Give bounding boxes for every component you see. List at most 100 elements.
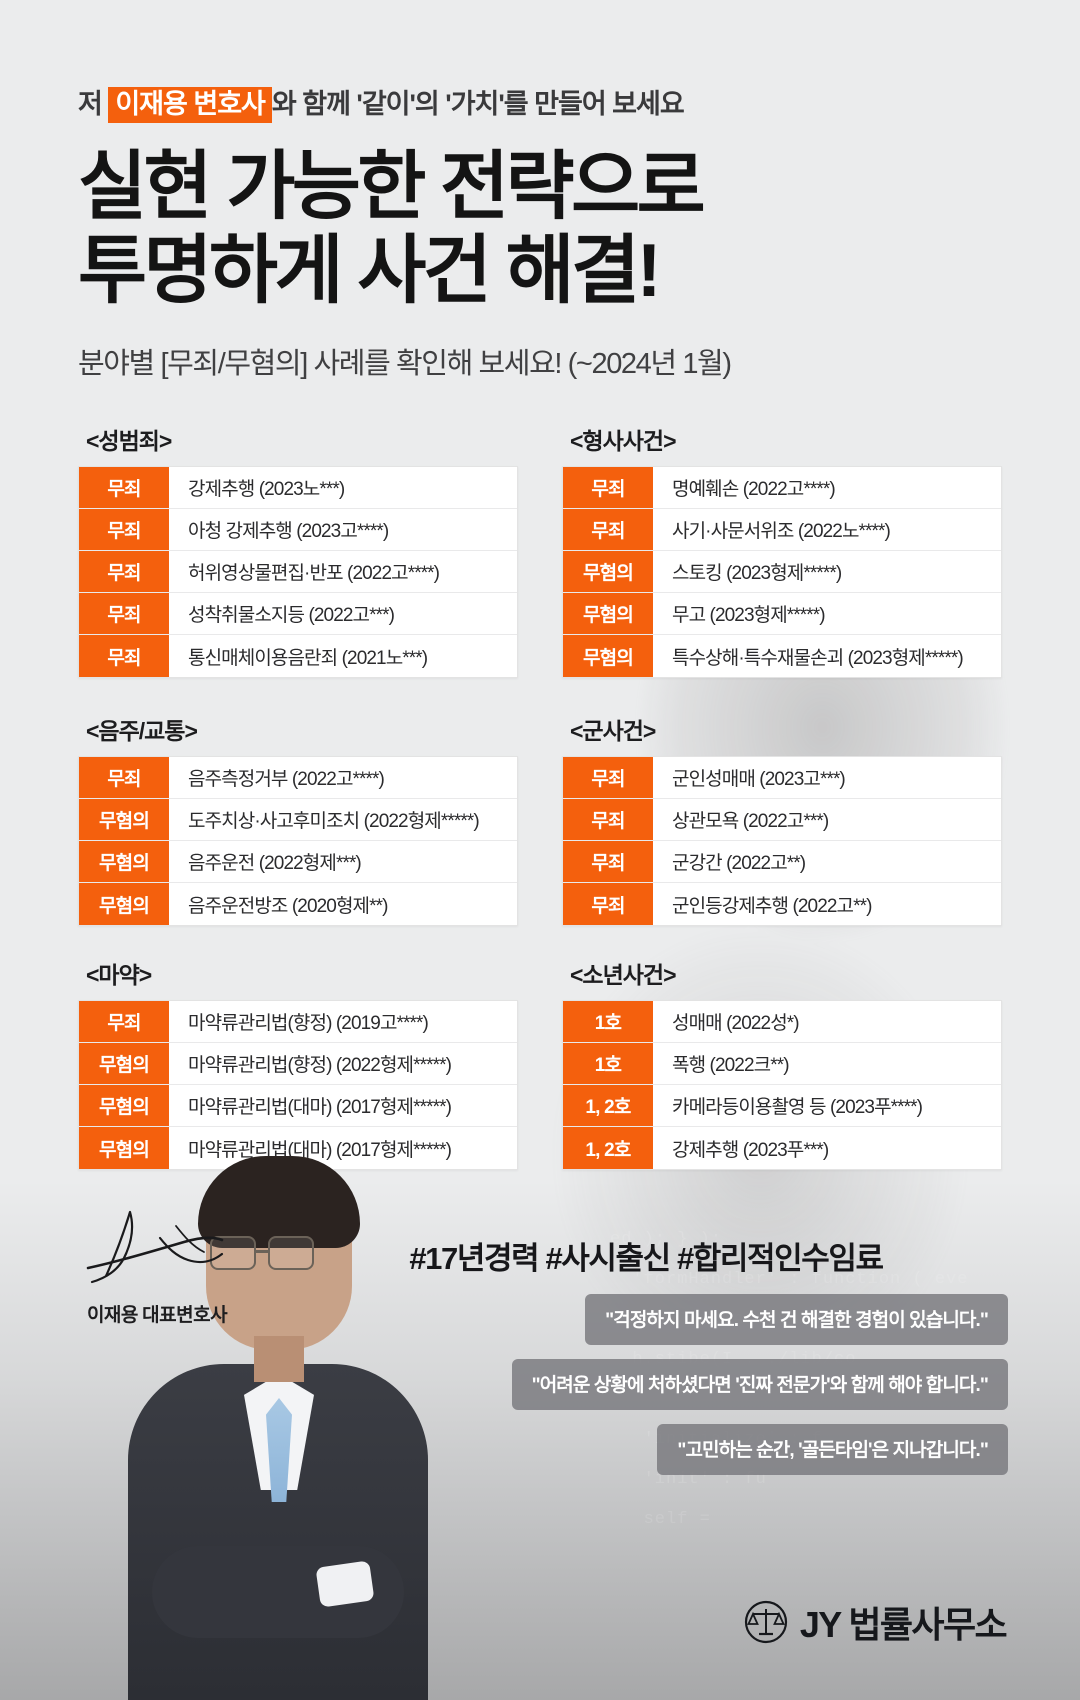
case-description: 성매매 (2022성*) <box>672 1013 800 1034</box>
table-row: 무죄 아청 강제추행 (2023고****) <box>79 509 517 551</box>
verdict-badge: 무혐의 <box>563 593 655 634</box>
case-section: <소년사건> 1호 성매매 (2022성*) 1호 폭행 (2022크**) 1, 2호 카… <box>562 956 1002 1178</box>
verdict-badge: 1호 <box>563 1001 655 1042</box>
verdict-badge: 1, 2호 <box>563 1085 655 1126</box>
case-description: 스토킹 (2023형제*****) <box>672 563 842 584</box>
table-row: 무죄 명예훼손 (2022고****) <box>563 467 1001 509</box>
case-description: 군인등강제추행 (2022고**) <box>672 895 872 917</box>
case-description: 강제추행 (2023푸***) <box>672 1139 829 1161</box>
case-description: 폭행 (2022크**) <box>672 1055 790 1076</box>
verdict-badge: 무죄 <box>79 467 171 508</box>
kicker-highlight: 이재용 변호사 <box>108 87 272 123</box>
signature-mark-icon <box>72 1202 242 1294</box>
table-row: 무혐의 마약류관리법(향정) (2022형제*****) <box>79 1043 517 1085</box>
verdict-badge: 무죄 <box>79 509 171 550</box>
headline-line-1: 실현 가능한 전략으로 <box>78 144 706 229</box>
verdict-badge: 무혐의 <box>563 551 655 592</box>
table-row: 무죄 허위영상물편집·반포 (2022고****) <box>79 551 517 593</box>
verdict-badge: 무혐의 <box>79 1043 171 1084</box>
case-description: 통신매체이용음란죄 (2021노***) <box>188 647 428 669</box>
case-table: 무죄 음주측정거부 (2022고****) 무혐의 도주치상·사고후미조치 (2022… <box>78 756 518 926</box>
case-section: <마약> 무죄 마약류관리법(향정) (2019고****) 무혐의 마약류관리법(향정… <box>78 956 518 1178</box>
table-row: 1호 성매매 (2022성*) <box>563 1001 1001 1043</box>
case-description: 명예훼손 (2022고****) <box>672 479 836 500</box>
case-description: 성착취물소지등 (2022고***) <box>188 605 395 626</box>
table-row: 무죄 강제추행 (2023노***) <box>79 467 517 509</box>
case-description: 마약류관리법(대마) (2017형제*****) <box>188 1097 452 1118</box>
kicker-before: 저 <box>78 89 109 119</box>
verdict-badge: 무죄 <box>79 551 171 592</box>
testimonial-quote: "걱정하지 마세요. 수천 건 해결한 경험이 있습니다." <box>585 1294 1008 1345</box>
case-table: 무죄 명예훼손 (2022고****) 무죄 사기·사문서위조 (2022노****)… <box>562 466 1002 678</box>
testimonial-quote: "어려운 상황에 처하셨다면 '진짜 전문가'와 함께 해야 합니다." <box>511 1359 1008 1410</box>
verdict-badge: 1, 2호 <box>563 1127 655 1169</box>
verdict-badge: 무혐의 <box>79 883 171 925</box>
brand-logo-text: JY 법률사무소 <box>799 1604 1008 1645</box>
verdict-badge: 무죄 <box>79 593 171 634</box>
case-section: <형사사건> 무죄 명예훼손 (2022고****) 무죄 사기·사문서위조 (2022… <box>562 422 1002 690</box>
case-description: 마약류관리법(향정) (2019고****) <box>188 1013 429 1034</box>
table-row: 무혐의 음주운전방조 (2020형제**) <box>79 883 517 925</box>
table-row: 무죄 군인성매매 (2023고***) <box>563 757 1001 799</box>
case-description: 도주치상·사고후미조치 (2022형제*****) <box>188 811 480 832</box>
case-description: 무고 (2023형제*****) <box>672 605 826 626</box>
table-row: 무죄 군강간 (2022고**) <box>563 841 1001 883</box>
verdict-badge: 무혐의 <box>79 841 171 882</box>
verdict-badge: 무혐의 <box>563 635 655 677</box>
case-description: 아청 강제추행 (2023고****) <box>188 521 389 542</box>
table-row: 무죄 상관모욕 (2022고***) <box>563 799 1001 841</box>
page-title: 실현 가능한 전략으로 투명하게 사건 해결! <box>78 144 978 312</box>
quote-list: "걱정하지 마세요. 수천 건 해결한 경험이 있습니다." "어려운 상황에 처… <box>368 1294 1008 1475</box>
case-description: 특수상해·특수재물손괴 (2023형제*****) <box>672 647 964 669</box>
table-row: 무혐의 스토킹 (2023형제*****) <box>563 551 1001 593</box>
table-row: 무죄 마약류관리법(향정) (2019고****) <box>79 1001 517 1043</box>
verdict-badge: 무죄 <box>563 883 655 925</box>
table-row: 무혐의 마약류관리법(대마) (2017형제*****) <box>79 1127 517 1169</box>
poster-header: 저 이재용 변호사 와 함께 '같이'의 '가치'를 만들어 보세요 실현 가능한… <box>78 86 978 382</box>
case-table: 무죄 군인성매매 (2023고***) 무죄 상관모욕 (2022고***) 무죄 군강간… <box>562 756 1002 926</box>
case-description: 군강간 (2022고**) <box>672 853 806 874</box>
case-description: 사기·사문서위조 (2022노****) <box>672 521 891 542</box>
verdict-badge: 무죄 <box>563 841 655 882</box>
table-row: 무혐의 음주운전 (2022형제***) <box>79 841 517 883</box>
table-row: 무죄 음주측정거부 (2022고****) <box>79 757 517 799</box>
case-description: 음주운전방조 (2020형제**) <box>188 895 388 917</box>
verdict-badge: 무죄 <box>563 467 655 508</box>
verdict-badge: 무죄 <box>79 1001 171 1042</box>
scales-of-justice-icon <box>744 1600 788 1644</box>
table-row: 무죄 통신매체이용음란죄 (2021노***) <box>79 635 517 677</box>
table-row: 무혐의 도주치상·사고후미조치 (2022형제*****) <box>79 799 517 841</box>
verdict-badge: 무죄 <box>563 509 655 550</box>
table-row: 무죄 사기·사문서위조 (2022노****) <box>563 509 1001 551</box>
case-section-title: <음주/교통> <box>86 718 198 744</box>
case-result-grid: <성범죄> 무죄 강제추행 (2023노***) 무죄 아청 강제추행 (2023고**… <box>78 422 1002 1200</box>
case-section-title: <성범죄> <box>86 428 172 454</box>
table-row: 무혐의 특수상해·특수재물손괴 (2023형제*****) <box>563 635 1001 677</box>
signature-block: 이재용 대표변호사 <box>72 1202 242 1327</box>
kicker-after: 와 함께 '같이'의 '가치'를 만들어 보세요 <box>271 89 685 119</box>
verdict-badge: 1호 <box>563 1043 655 1084</box>
case-description: 허위영상물편집·반포 (2022고****) <box>188 563 440 584</box>
table-row: 무혐의 무고 (2023형제*****) <box>563 593 1001 635</box>
case-section-title: <형사사건> <box>570 428 677 454</box>
testimonial-quote: "고민하는 순간, '골든타임'은 지나갑니다." <box>657 1424 1008 1475</box>
verdict-badge: 무죄 <box>79 635 171 677</box>
case-description: 카메라등이용촬영 등 (2023푸****) <box>672 1097 923 1118</box>
case-section-title: <군사건> <box>570 718 656 744</box>
case-table: 무죄 강제추행 (2023노***) 무죄 아청 강제추행 (2023고****) 무죄… <box>78 466 518 678</box>
table-row: 1호 폭행 (2022크**) <box>563 1043 1001 1085</box>
case-section-title: <마약> <box>86 962 152 988</box>
kicker-line: 저 이재용 변호사 와 함께 '같이'의 '가치'를 만들어 보세요 <box>78 86 978 123</box>
case-description: 군인성매매 (2023고***) <box>672 769 846 790</box>
verdict-badge: 무혐의 <box>79 799 171 840</box>
headline-line-2: 투명하게 사건 해결! <box>78 228 662 313</box>
hashtag-line: #17년경력 #사시출신 #합리적인수임료 <box>409 1241 884 1276</box>
table-row: 1, 2호 강제추행 (2023푸***) <box>563 1127 1001 1169</box>
signature-name: 이재용 대표변호사 <box>86 1305 228 1326</box>
table-row: 무죄 군인등강제추행 (2022고**) <box>563 883 1001 925</box>
case-description: 강제추행 (2023노***) <box>188 479 345 500</box>
brand-logo: JY 법률사무소 <box>744 1596 1008 1648</box>
verdict-badge: 무혐의 <box>79 1127 171 1169</box>
case-description: 마약류관리법(향정) (2022형제*****) <box>188 1055 452 1076</box>
